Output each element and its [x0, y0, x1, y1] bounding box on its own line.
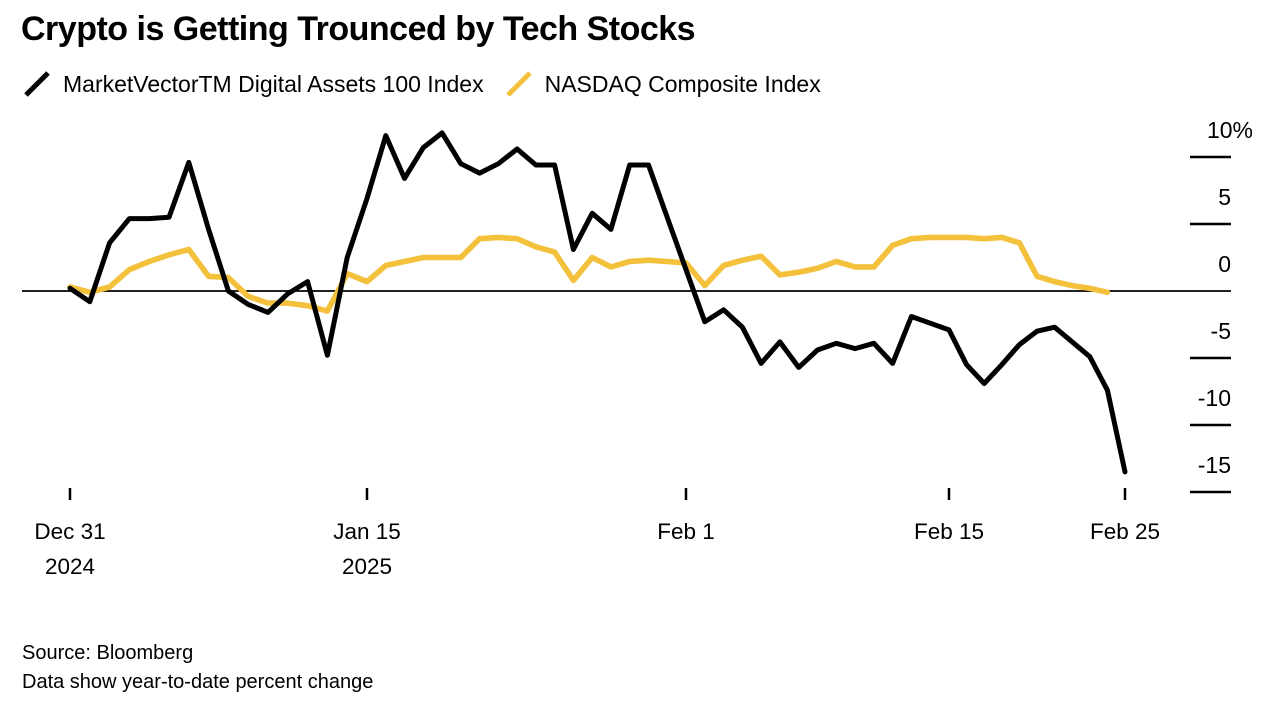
series-line-nasdaq [67, 234, 1111, 314]
legend-label-digital-assets: MarketVectorTM Digital Assets 100 Index [63, 70, 484, 97]
x-axis-label: Jan 15 2025 [277, 514, 457, 584]
source-block: Source: Bloomberg Data show year-to-date… [22, 639, 373, 696]
x-axis-label-line1: Jan 15 [333, 519, 401, 544]
x-axis-label: Feb 1 [596, 514, 776, 549]
x-axis-label: Dec 31 2024 [0, 514, 160, 584]
chart-legend: MarketVectorTM Digital Assets 100 Index … [22, 70, 821, 98]
x-axis-label-line2: 2025 [341, 554, 393, 579]
black-slash-icon [24, 71, 50, 97]
yellow-slash-icon [505, 71, 532, 97]
x-axis-label: Feb 15 [859, 514, 1039, 549]
y-axis-label: 0 [1218, 250, 1231, 277]
footnote-text: Data show year-to-date percent change [22, 670, 374, 693]
legend-item-nasdaq: NASDAQ Composite Index [504, 70, 821, 98]
legend-label-nasdaq: NASDAQ Composite Index [544, 70, 821, 97]
source-text: Source: Bloomberg [22, 642, 194, 664]
y-axis-label: 10% [1206, 116, 1253, 143]
x-axis-label-line1: Feb 25 [1089, 519, 1161, 544]
y-axis-label: -15 [1197, 451, 1231, 478]
x-axis-label: Feb 25 [1035, 514, 1215, 549]
y-axis-label: -10 [1197, 384, 1231, 411]
x-axis-label-line1: Dec 31 [34, 519, 106, 544]
y-axis-label: 5 [1218, 183, 1231, 210]
x-axis-label-line1: Feb 1 [657, 519, 715, 544]
x-axis-label-line1: Feb 15 [913, 519, 985, 544]
legend-item-digital-assets: MarketVectorTM Digital Assets 100 Index [22, 70, 484, 98]
y-axis-label: -5 [1210, 317, 1231, 344]
chart-title: Crypto is Getting Trounced by Tech Stock… [21, 10, 696, 48]
series-line-digital-assets [67, 130, 1128, 475]
x-axis-label-line2: 2024 [44, 554, 96, 579]
